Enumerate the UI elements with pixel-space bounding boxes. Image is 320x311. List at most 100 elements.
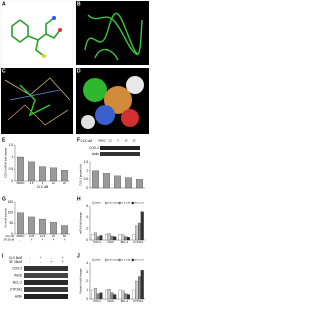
x-tick-label: 2.5 [30, 181, 34, 185]
y-axis-label: COX-2 protein fold [79, 164, 83, 186]
sign: + [62, 256, 64, 260]
bar [118, 289, 122, 300]
atom [58, 28, 62, 32]
y-tick-label: 0 [86, 297, 88, 301]
x-tick-label: CYP1A1 [133, 299, 144, 303]
bar [61, 170, 68, 182]
x-tick-label: CYP1A1 [133, 240, 144, 244]
sign: + [62, 260, 64, 264]
x-tick-label: 25 [52, 234, 55, 238]
blot-row-label: Actin [15, 294, 22, 298]
panel-label: B [77, 1, 81, 7]
x-tick-label: iNOS [108, 299, 114, 303]
bar [92, 170, 99, 189]
lane-label: 2.5 [108, 140, 112, 143]
legend-label: DMSO [95, 260, 102, 262]
y-tick-label: 1 [11, 155, 13, 159]
bar [121, 234, 125, 241]
legend-label: 5-FU 5uM [108, 260, 118, 262]
bar [91, 289, 95, 300]
bar [113, 294, 117, 300]
x-tick-label: BCL-2 [121, 299, 129, 303]
y-axis-label: COX-2 mRNA fold change [4, 147, 8, 178]
bar [103, 173, 110, 189]
y-tick-label: 0 [11, 179, 13, 183]
sign: + [40, 256, 42, 260]
spheres [81, 76, 144, 129]
bar [132, 234, 136, 241]
panel-a-image [0, 0, 74, 66]
x-tick-label: DMSO [17, 181, 25, 185]
y-tick-label: 0 [11, 232, 13, 236]
bar [107, 289, 111, 300]
bar [132, 289, 136, 300]
x-tick-label: 5 [42, 181, 44, 185]
y-axis-label: mRNA fold change [79, 212, 83, 234]
y-tick-label: 50 [9, 221, 13, 225]
x-tick-label: 10 [52, 181, 55, 185]
panel-label: I [2, 253, 4, 259]
y-tick-label: 0.5 [84, 177, 89, 181]
bar [107, 233, 111, 241]
sign: - [29, 256, 30, 260]
bar [110, 292, 114, 300]
condition-label: 5F 25uM [9, 260, 22, 264]
x-tick-label: 20 [63, 181, 66, 185]
y-axis-label: Protein in fold change [79, 268, 83, 294]
bar [28, 216, 35, 235]
legend-swatch [91, 201, 95, 205]
y-tick-label: 0 [86, 186, 88, 190]
sign: - [51, 256, 52, 260]
y-tick-label: 1.5 [9, 143, 14, 147]
bar [125, 177, 132, 189]
sign: + [31, 238, 33, 242]
legend-label: 5FU+CLX [134, 203, 144, 205]
lane-label: 20 [133, 140, 136, 143]
x-tick-label: 12.5 [40, 234, 46, 238]
atom [52, 16, 56, 20]
legend-label: DMSO [95, 203, 102, 205]
legend-swatch [105, 201, 108, 205]
bar [50, 167, 57, 182]
y-tick-label: 150 [8, 200, 14, 204]
panel-label: H [77, 196, 81, 202]
bar [39, 166, 46, 182]
bar [140, 270, 144, 300]
legend-swatch [118, 201, 121, 205]
panel-label: C [2, 68, 6, 74]
bar [118, 234, 122, 241]
bar [61, 225, 68, 235]
legend-swatch [105, 258, 108, 262]
sign: + [53, 238, 55, 242]
condition-label: CLX 5uM [9, 256, 23, 260]
bar [17, 156, 24, 182]
blot-row-label: COX-2 [89, 146, 99, 150]
y-tick-label: 1 [86, 288, 88, 292]
panel-label: A [2, 1, 6, 7]
blot-row-label: BCL-2 [13, 280, 22, 284]
panel-label: E [2, 137, 6, 143]
y-tick-label: 4 [86, 261, 88, 265]
legend-swatch [118, 258, 121, 262]
blot-row-label: COX-2 [12, 266, 22, 270]
x-tick-label: iNOS [108, 240, 114, 244]
protein-ribbon [84, 12, 143, 61]
panel-label: G [2, 196, 6, 202]
docking-lines [4, 77, 71, 126]
y-tick-label: 1.5 [84, 160, 89, 164]
bar [136, 179, 143, 189]
bar [138, 276, 141, 300]
bar [127, 294, 130, 300]
bar [113, 236, 117, 241]
legend-label: CLX 5uM [121, 203, 130, 205]
bar [94, 288, 97, 300]
bar [135, 280, 139, 300]
panel-c-image [1, 68, 73, 134]
sign: - [40, 260, 41, 264]
y-tick-label: 2 [86, 227, 88, 231]
blot-row-label: Actin [92, 152, 99, 156]
bar [96, 236, 100, 241]
bar [91, 234, 95, 241]
y-tick-label: 3 [86, 270, 88, 274]
lane-label: 5 [117, 140, 119, 143]
